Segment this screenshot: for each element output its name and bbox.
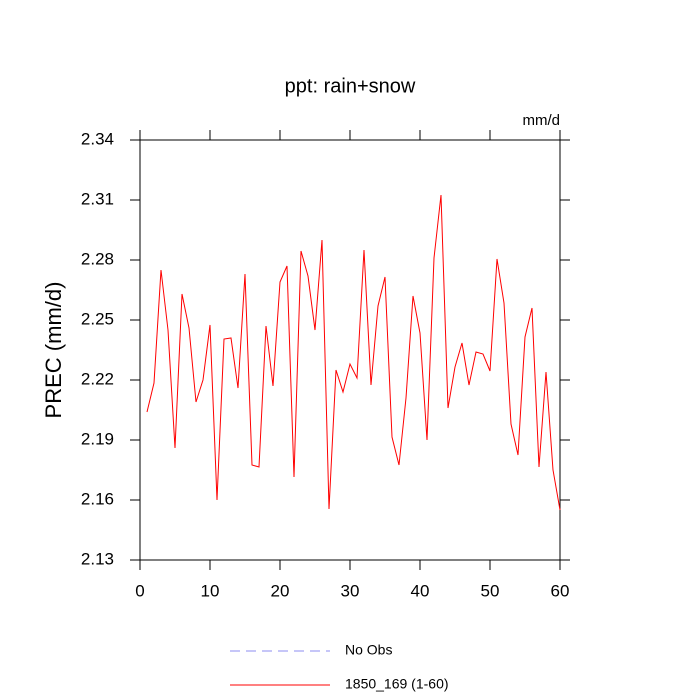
plot-frame xyxy=(139,139,561,561)
legend-label: 1850_169 (1-60) xyxy=(345,676,449,692)
chart-title: ppt: rain+snow xyxy=(285,75,416,97)
x-tick-label: 50 xyxy=(481,581,500,600)
x-tick-label: 10 xyxy=(201,581,220,600)
y-axis-label: PREC (mm/d) xyxy=(41,282,66,419)
x-tick-label: 30 xyxy=(341,581,360,600)
y-tick-label: 2.34 xyxy=(81,129,114,148)
x-tick-label: 60 xyxy=(551,581,570,600)
y-tick-label: 2.31 xyxy=(81,189,114,208)
y-tick-label: 2.16 xyxy=(81,489,114,508)
x-tick-label: 40 xyxy=(411,581,430,600)
y-tick-label: 2.19 xyxy=(81,429,114,448)
x-tick-label: 0 xyxy=(135,581,144,600)
data-line xyxy=(146,194,561,511)
y-tick-label: 2.13 xyxy=(81,549,114,568)
units-label: mm/d xyxy=(523,112,561,129)
y-tick-label: 2.22 xyxy=(81,369,114,388)
x-tick-label: 20 xyxy=(271,581,290,600)
y-tick-label: 2.28 xyxy=(81,249,114,268)
legend-label: No Obs xyxy=(345,642,392,658)
y-tick-label: 2.25 xyxy=(81,309,114,328)
